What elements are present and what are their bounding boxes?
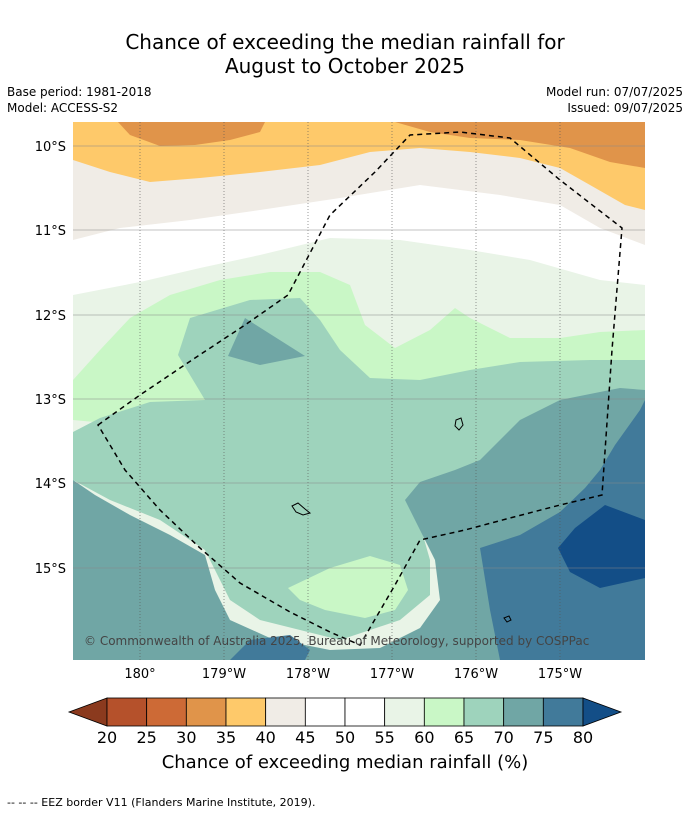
colorbar-tick: 35 [216,728,236,747]
colorbar-swatch [185,697,227,727]
eez-border [97,131,623,646]
colorbar-extend-high [582,697,623,727]
colorbar-extend-low [67,697,108,727]
colorbar-title: Chance of exceeding median rainfall (%) [161,752,529,773]
colorbar-swatch [146,697,187,727]
zone-35-40 [73,122,645,210]
lat-gridlines [73,145,645,569]
zone-65-70-patch [288,556,408,618]
colorbar-tick: 70 [493,728,513,747]
lon-label: 175°W [538,667,582,682]
lat-label: 14°S [35,477,66,492]
model-run: Model run: 07/07/2025 [545,85,683,99]
lon-axis-labels: 180° 179°W 178°W 177°W 176°W 175°W [124,667,582,682]
title-line-1: Chance of exceeding the median rainfall … [125,30,565,54]
zone-30-35-right [395,122,645,168]
colorbar-tick: 55 [374,728,394,747]
colorbar-swatch [304,697,346,727]
lat-axis-labels: 10°S 11°S 12°S 13°S 14°S 15°S [35,140,66,577]
lon-label: 177°W [370,667,414,682]
meta-right: Model run: 07/07/2025 Issued: 09/07/2025 [546,84,683,116]
colorbar-tick: 50 [335,728,355,747]
map-body: © Commonwealth of Australia 2025, Bureau… [73,122,645,660]
colorbar-swatch [423,697,465,727]
zone-30-35-left [118,122,265,146]
meta-left: Base period: 1981-2018 Model: ACCESS-S2 [7,84,152,116]
lon-label: 176°W [454,667,498,682]
colorbar-tick: 60 [414,728,434,747]
copyright-text: © Commonwealth of Australia 2025, Bureau… [84,634,589,648]
model-name: Model: ACCESS-S2 [7,101,119,115]
colorbar-swatch [503,697,544,727]
zone-70-75 [73,298,645,640]
base-period: Base period: 1981-2018 [7,85,152,99]
colorbar-swatch [463,697,505,727]
colorbar-swatch [106,697,148,727]
map-title: Chance of exceeding the median rainfall … [0,30,690,78]
colorbar-tick: 20 [97,728,117,747]
colorbar-swatch [265,697,306,727]
colorbar-swatch [384,697,425,727]
lon-label: 178°W [286,667,330,682]
colorbar-swatch [542,697,584,727]
issued-date: Issued: 09/07/2025 [567,101,683,115]
title-line-2: August to October 2025 [224,54,466,78]
colorbar-tick: 25 [136,728,156,747]
colorbar-tick: 65 [454,728,474,747]
zone-above-80 [480,400,645,660]
zone-above-80-strong [558,505,645,588]
footnote: -- -- -- EEZ border V11 (Flanders Marine… [7,796,316,809]
colorbar-tick: 80 [573,728,593,747]
island-west [291,502,312,516]
lat-label: 10°S [35,140,66,155]
island-east [454,417,464,431]
lat-label: 13°S [35,393,66,408]
lon-label: 179°W [202,667,246,682]
colorbar-tick: 30 [176,728,196,747]
zone-above-80-bottom [230,635,310,660]
colorbar-tick: 45 [295,728,315,747]
lat-label: 11°S [35,224,66,239]
zone-75-80-patch [228,318,305,365]
colorbar-swatch [344,697,386,727]
colorbar-tick: 40 [255,728,275,747]
lat-label: 12°S [35,309,66,324]
lat-label: 15°S [35,562,66,577]
colorbar-swatch [225,697,267,727]
island-south [503,615,512,623]
colorbar: 20 25 30 35 40 45 50 55 60 65 70 75 80 [67,697,623,747]
colorbar-tick: 75 [533,728,553,747]
lon-label: 180° [124,667,155,682]
